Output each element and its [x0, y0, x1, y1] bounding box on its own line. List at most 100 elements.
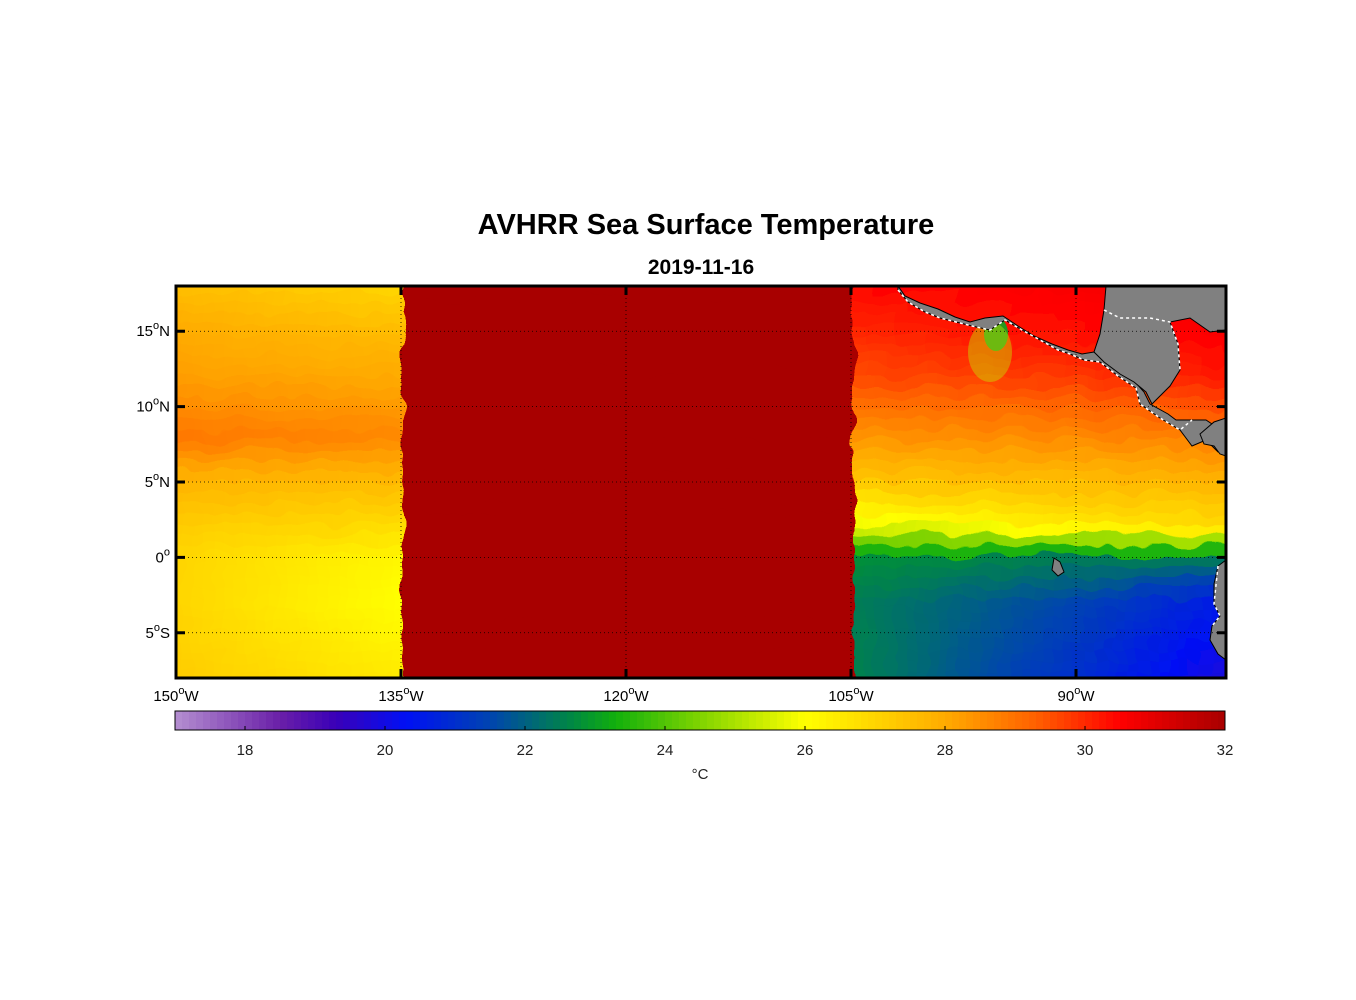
- sst-cell: [675, 598, 687, 610]
- sst-cell: [822, 629, 834, 642]
- sst-cell: [528, 534, 540, 547]
- sst-cell: [224, 302, 236, 314]
- sst-cell: [654, 439, 666, 452]
- sst-cell: [1064, 640, 1076, 652]
- sst-cell: [266, 323, 278, 336]
- sst-cell: [1085, 344, 1097, 357]
- sst-cell: [1085, 286, 1097, 293]
- sst-cell: [644, 344, 656, 357]
- sst-cell: [1221, 513, 1226, 526]
- sst-cell: [560, 482, 572, 494]
- colorbar-cell: [259, 711, 267, 730]
- sst-cell: [948, 598, 960, 610]
- sst-cell: [1011, 661, 1023, 673]
- sst-cell: [1211, 387, 1223, 399]
- sst-cell: [780, 566, 792, 578]
- sst-cell: [623, 524, 635, 536]
- sst-cell: [392, 450, 404, 462]
- colorbar-cell: [280, 711, 288, 730]
- colorbar-cell: [462, 711, 470, 730]
- sst-cell: [770, 429, 782, 441]
- sst-cell: [969, 344, 981, 357]
- sst-cell: [822, 397, 834, 409]
- sst-cell: [612, 503, 624, 515]
- sst-cell: [602, 450, 614, 462]
- sst-cell: [917, 693, 928, 704]
- sst-cell: [434, 608, 446, 620]
- sst-cell: [927, 555, 939, 568]
- sst-cell: [497, 376, 509, 388]
- sst-cell: [644, 566, 656, 578]
- sst-cell: [581, 292, 593, 304]
- sst-cell: [990, 619, 1002, 631]
- sst-cell: [1011, 524, 1023, 536]
- sst-cell: [203, 566, 215, 578]
- sst-cell: [686, 661, 698, 673]
- sst-cell: [486, 313, 498, 325]
- sst-cell: [843, 323, 855, 336]
- sst-cell: [990, 450, 1002, 462]
- sst-cell: [203, 513, 215, 526]
- sst-cell: [833, 397, 845, 409]
- sst-cell: [455, 545, 467, 557]
- sst-cell: [581, 576, 593, 589]
- sst-cell: [948, 545, 960, 557]
- sst-cell: [1232, 535, 1243, 546]
- sst-cell: [1127, 576, 1139, 589]
- sst-cell: [885, 439, 897, 452]
- sst-cell: [192, 418, 204, 431]
- sst-cell: [1053, 397, 1065, 409]
- sst-cell: [339, 503, 351, 515]
- sst-cell: [234, 376, 246, 388]
- sst-cell: [654, 513, 666, 526]
- sst-cell: [507, 555, 519, 568]
- sst-cell: [822, 545, 834, 557]
- sst-cell: [875, 683, 886, 694]
- sst-cell: [1032, 302, 1044, 314]
- sst-cell: [276, 418, 288, 431]
- sst-cell: [339, 292, 351, 304]
- sst-cell: [864, 640, 876, 652]
- sst-cell: [402, 503, 414, 515]
- sst-cell: [612, 292, 624, 304]
- sst-cell: [1074, 471, 1086, 483]
- sst-cell: [717, 302, 729, 314]
- sst-cell: [276, 545, 288, 557]
- sst-cell: [633, 555, 645, 568]
- sst-cell: [759, 503, 771, 515]
- sst-cell: [255, 503, 267, 515]
- sst-cell: [780, 439, 792, 452]
- sst-cell: [1033, 683, 1044, 694]
- sst-cell: [1148, 566, 1160, 578]
- sst-cell: [969, 629, 981, 642]
- sst-cell: [570, 545, 582, 557]
- sst-cell: [297, 429, 309, 441]
- sst-cell: [203, 439, 215, 452]
- sst-cell: [770, 450, 782, 462]
- colorbar-cell: [763, 711, 771, 730]
- sst-cell: [255, 323, 267, 336]
- sst-cell: [948, 661, 960, 673]
- sst-cell: [1137, 598, 1149, 610]
- sst-cell: [455, 376, 467, 388]
- sst-cell: [917, 545, 929, 557]
- sst-cell: [1179, 376, 1191, 388]
- sst-cell: [318, 492, 330, 504]
- sst-cell: [1148, 460, 1160, 473]
- sst-cell: [654, 492, 666, 504]
- sst-cell: [675, 302, 687, 314]
- sst-cell: [581, 286, 593, 293]
- sst-cell: [1074, 376, 1086, 388]
- sst-cell: [434, 513, 446, 526]
- sst-cell: [518, 408, 530, 420]
- sst-cell: [560, 619, 572, 631]
- sst-cell: [833, 439, 845, 452]
- sst-cell: [1095, 397, 1107, 409]
- sst-cell: [507, 471, 519, 483]
- sst-cell: [675, 323, 687, 336]
- sst-cell: [287, 439, 299, 452]
- sst-cell: [234, 429, 246, 441]
- sst-cell: [213, 503, 225, 515]
- sst-cell: [476, 313, 488, 325]
- sst-cell: [990, 545, 1002, 557]
